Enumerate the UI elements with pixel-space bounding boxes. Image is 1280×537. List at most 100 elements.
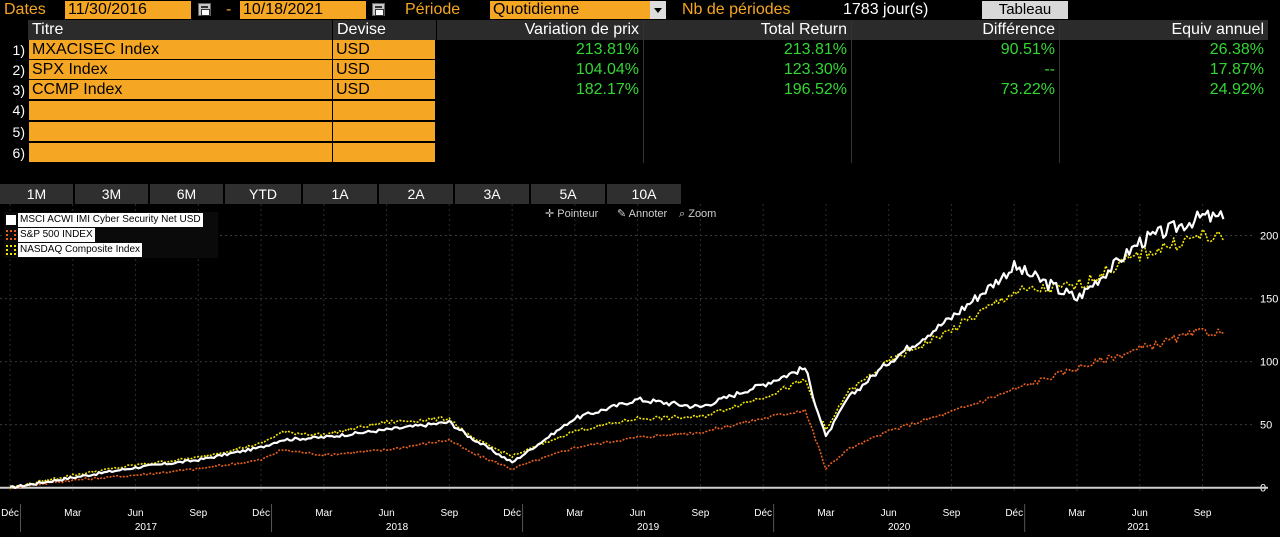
x-tick-label: Mar (315, 508, 333, 519)
titre-cell[interactable]: CCMP Index (29, 80, 332, 99)
x-tick-label: Sep (692, 508, 710, 519)
titre-cell[interactable] (29, 143, 332, 162)
period-3m-button[interactable]: 3M (75, 184, 149, 204)
line-chart[interactable]: 050100150200DécMarJunSepDécMarJunSepDécM… (0, 204, 1280, 537)
row-number: 4) (12, 102, 25, 118)
difference-cell: 73.22% (1000, 81, 1055, 98)
x-tick-label: Sep (1194, 508, 1212, 519)
row-number: 5) (12, 124, 25, 140)
header-equiv-annuel[interactable]: Equiv annuel (1060, 20, 1268, 40)
period-select[interactable]: Quotidienne (490, 1, 650, 19)
y-tick-label: 200 (1260, 231, 1278, 243)
variation-cell: 104.04% (575, 61, 639, 78)
period-1m-button[interactable]: 1M (0, 184, 74, 204)
zoom-tool[interactable]: ⌕ Zoom (679, 206, 716, 222)
period-3a-button[interactable]: 3A (455, 184, 530, 204)
legend-swatch (6, 215, 16, 225)
row-number: 3) (12, 82, 25, 98)
row-number: 1) (12, 42, 25, 58)
x-tick-label: Déc (503, 508, 521, 519)
magnifier-icon: ⌕ (679, 208, 689, 220)
header-difference[interactable]: Différence (852, 20, 1059, 40)
difference-cell: 90.51% (1000, 41, 1055, 58)
end-calendar-icon[interactable] (372, 3, 385, 16)
series-line-0 (9, 209, 1225, 489)
legend-swatch (6, 245, 16, 255)
chevron-down-icon[interactable] (650, 1, 666, 19)
period-label: Période (405, 1, 461, 18)
difference-cell: -- (1044, 61, 1055, 78)
nb-periods-value: 1783 jour(s) (843, 1, 929, 18)
total-return-cell: 196.52% (783, 81, 847, 98)
devise-cell[interactable]: USD (333, 80, 435, 99)
devise-cell[interactable] (333, 101, 435, 120)
chart-legend: MSCI ACWI IMI Cyber Security Net USD S&P… (4, 212, 218, 258)
x-tick-label: Mar (566, 508, 584, 519)
y-tick-label: 150 (1260, 294, 1278, 306)
titre-cell[interactable]: MXACISEC Index (29, 40, 332, 59)
column-divider (851, 20, 852, 163)
y-tick-label: 50 (1260, 420, 1272, 432)
legend-label: S&P 500 INDEX (18, 228, 95, 242)
x-tick-label: Jun (881, 508, 897, 519)
period-2a-button[interactable]: 2A (379, 184, 454, 204)
x-tick-label: Sep (440, 508, 458, 519)
devise-cell[interactable]: USD (333, 60, 435, 79)
row-number: 2) (12, 62, 25, 78)
variation-cell: 182.17% (575, 81, 639, 98)
devise-cell[interactable] (333, 143, 435, 162)
column-divider (1059, 20, 1060, 163)
crosshair-icon: ✛ (545, 208, 558, 220)
header-titre[interactable]: Titre (28, 20, 332, 40)
period-5a-button[interactable]: 5A (531, 184, 606, 204)
equiv-cell: 26.38% (1209, 41, 1264, 58)
devise-cell[interactable] (333, 122, 435, 141)
x-tick-label: Jun (1132, 508, 1148, 519)
period-6m-button[interactable]: 6M (150, 184, 224, 204)
legend-label: NASDAQ Composite Index (18, 243, 143, 257)
total-return-cell: 123.30% (783, 61, 847, 78)
toolbar: Dates 11/30/2016 - 10/18/2021 Période Qu… (0, 0, 1280, 20)
legend-swatch (6, 230, 16, 240)
titre-cell[interactable] (29, 122, 332, 141)
tableau-button[interactable]: Tableau (982, 1, 1068, 19)
devise-cell[interactable]: USD (333, 40, 435, 59)
nb-periods-label: Nb de périodes (682, 1, 791, 18)
column-divider (643, 20, 644, 163)
start-calendar-icon[interactable] (198, 3, 211, 16)
equiv-cell: 17.87% (1209, 61, 1264, 78)
x-tick-label: Jun (379, 508, 395, 519)
pointeur-tool[interactable]: ✛ Pointeur (545, 206, 598, 222)
titre-cell[interactable]: SPX Index (29, 60, 332, 79)
pencil-icon: ✎ (617, 208, 629, 220)
row-number: 6) (12, 145, 25, 161)
period-1a-button[interactable]: 1A (303, 184, 378, 204)
x-tick-label: Sep (189, 508, 207, 519)
header-devise[interactable]: Devise (333, 20, 436, 40)
x-tick-label: Jun (630, 508, 646, 519)
annoter-label: Annoter (628, 208, 668, 220)
period-10a-button[interactable]: 10A (607, 184, 682, 204)
y-tick-label: 100 (1260, 357, 1278, 369)
zoom-label: Zoom (688, 208, 717, 220)
dates-label: Dates (4, 1, 46, 18)
date-dash: - (226, 1, 232, 18)
header-total-return[interactable]: Total Return (644, 20, 851, 40)
end-date-field[interactable]: 10/18/2021 (240, 1, 366, 19)
variation-cell: 213.81% (575, 41, 639, 58)
x-tick-label: Jun (127, 508, 143, 519)
x-tick-label: Déc (1005, 508, 1023, 519)
period-bar: 1M 3M 6M YTD 1A 2A 3A 5A 10A (0, 184, 1280, 204)
header-variation[interactable]: Variation de prix (437, 20, 643, 40)
titre-cell[interactable] (29, 101, 332, 120)
series-line-2 (9, 228, 1225, 489)
start-date-field[interactable]: 11/30/2016 (65, 1, 191, 19)
x-tick-label: Sep (943, 508, 961, 519)
year-label: 2017 (135, 522, 158, 533)
x-tick-label: Mar (817, 508, 835, 519)
x-tick-label: Déc (754, 508, 772, 519)
annoter-tool[interactable]: ✎ Annoter (617, 206, 667, 222)
year-label: 2020 (888, 522, 911, 533)
period-ytd-button[interactable]: YTD (225, 184, 302, 204)
x-tick-label: Mar (1068, 508, 1086, 519)
